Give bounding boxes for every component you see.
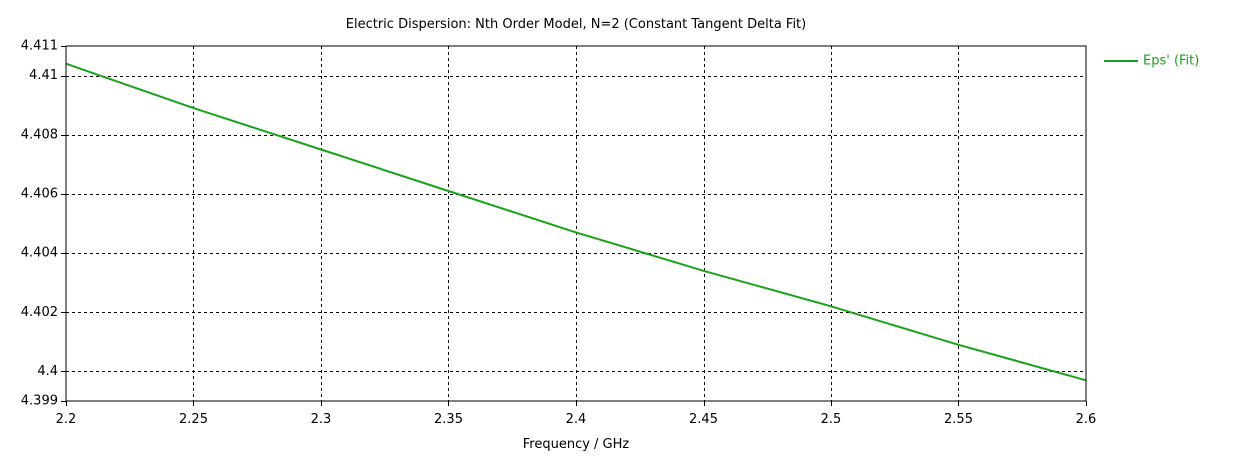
data-point: [448, 190, 450, 192]
y-tick-label: 4.399: [21, 394, 58, 409]
x-tick-label: 2.2: [56, 412, 77, 427]
y-tick-label: 4.402: [21, 305, 58, 320]
data-point: [958, 344, 960, 346]
series-layer: [65, 62, 1087, 382]
x-tick-label: 2.35: [434, 412, 463, 427]
y-tick-label: 4.411: [21, 39, 58, 54]
y-tick-label: 4.41: [29, 68, 58, 83]
x-tick-label: 2.4: [566, 412, 587, 427]
legend: Eps' (Fit): [1104, 54, 1199, 69]
legend-label: Eps' (Fit): [1143, 54, 1199, 69]
x-tick-label: 2.45: [689, 412, 718, 427]
y-tick-label: 4.406: [21, 186, 58, 201]
x-tick-label: 2.3: [311, 412, 332, 427]
x-tick-label: 2.5: [821, 412, 842, 427]
data-point: [320, 149, 322, 151]
data-point: [575, 231, 577, 233]
y-tick-label: 4.4: [37, 364, 58, 379]
x-axis-label: Frequency / GHz: [523, 437, 630, 452]
x-tick-label: 2.25: [179, 412, 208, 427]
series-line: [65, 62, 1087, 382]
y-tick-label: 4.408: [21, 127, 58, 142]
x-tick-label: 2.6: [1076, 412, 1097, 427]
data-point: [703, 270, 705, 272]
chart-title: Electric Dispersion: Nth Order Model, N=…: [346, 17, 806, 32]
data-point: [193, 107, 195, 109]
axes-layer: 4.399 4.4 4.402 4.404 4.406 4.408 4.41 4.411 2.2…: [21, 39, 1097, 428]
y-tick-label: 4.404: [21, 246, 58, 261]
grid-layer: [66, 46, 1086, 401]
data-point: [830, 305, 832, 307]
x-tick-label: 2.55: [944, 412, 973, 427]
